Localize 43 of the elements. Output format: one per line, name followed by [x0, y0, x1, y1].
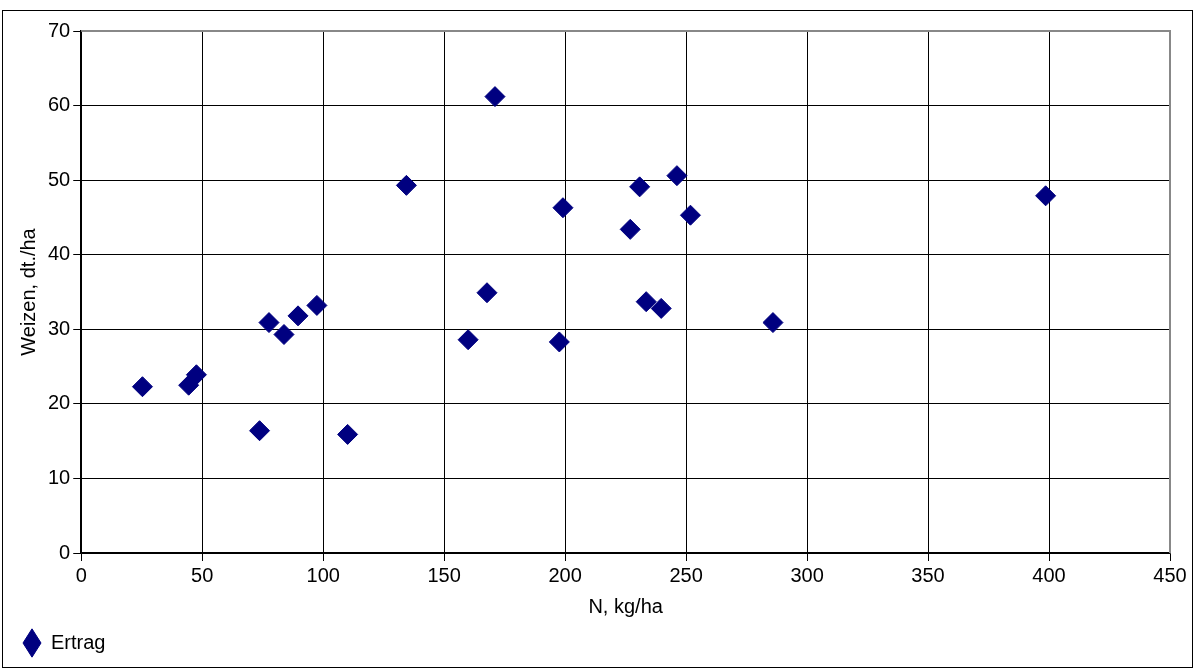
x-axis-title: N, kg/ha	[588, 594, 664, 617]
y-tick-label: 70	[48, 18, 71, 41]
point	[249, 420, 271, 442]
point	[484, 86, 506, 108]
y-tick-label: 0	[59, 540, 71, 563]
x-tick-label: 450	[1153, 563, 1187, 586]
point	[306, 294, 328, 316]
point	[629, 176, 651, 198]
legend-label: Ertrag	[51, 630, 106, 653]
point	[337, 423, 359, 445]
x-tick-label: 300	[790, 563, 824, 586]
point	[762, 312, 784, 334]
y-tick-label: 30	[48, 316, 71, 339]
point	[476, 282, 498, 304]
y-axis-title: Weizen, dt./ha	[16, 227, 39, 356]
point	[548, 331, 570, 353]
x-tick-label: 250	[669, 563, 703, 586]
point	[619, 218, 641, 240]
point	[635, 291, 657, 313]
point	[131, 376, 153, 398]
x-tick-label: 150	[427, 563, 461, 586]
point	[185, 364, 207, 386]
point	[258, 312, 280, 334]
x-tick-label: 400	[1032, 563, 1066, 586]
x-tick-label: 0	[75, 563, 87, 586]
x-tick-label: 350	[911, 563, 945, 586]
point	[457, 329, 479, 351]
point	[679, 204, 701, 226]
x-tick-label: 50	[191, 563, 214, 586]
x-tick-label: 100	[306, 563, 340, 586]
y-tick-label: 10	[48, 465, 71, 488]
point	[395, 174, 417, 196]
point	[666, 165, 688, 187]
point	[552, 197, 574, 219]
point	[287, 305, 309, 327]
x-tick-label: 200	[548, 563, 582, 586]
point	[650, 297, 672, 319]
y-tick-label: 40	[48, 242, 71, 265]
point	[273, 324, 295, 346]
y-tick-label: 60	[48, 93, 71, 116]
point	[1035, 185, 1057, 207]
y-tick-label: 20	[48, 391, 71, 414]
y-tick-label: 50	[48, 167, 71, 190]
